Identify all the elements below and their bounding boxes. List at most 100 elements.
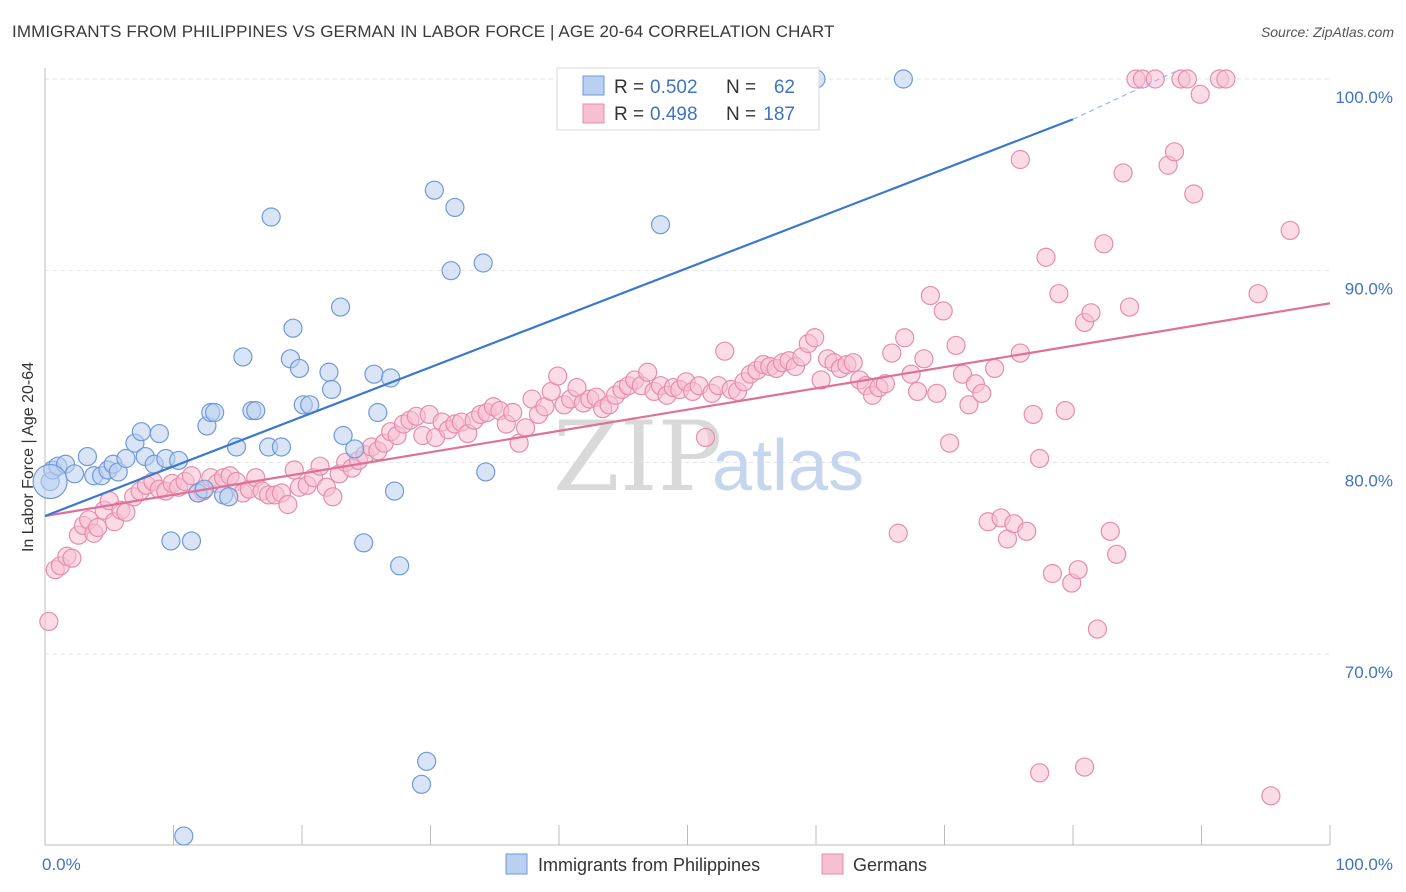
data-point [1184, 184, 1204, 204]
y-tick-label: 90.0% [1345, 280, 1393, 299]
data-point [473, 253, 493, 273]
data-point-large [32, 463, 68, 500]
data-point [330, 297, 351, 317]
data-point [319, 362, 339, 382]
data-point [333, 425, 353, 446]
data-point [1049, 284, 1069, 304]
data-point [226, 437, 247, 457]
data-point [985, 358, 1005, 379]
data-point [283, 318, 303, 338]
legend-r-value-blue: 0.502 [650, 77, 698, 98]
data-point [289, 358, 310, 379]
data-point [368, 402, 388, 423]
data-point [131, 422, 151, 442]
legend-n-value-pink: 187 [763, 104, 795, 125]
data-point [811, 370, 831, 390]
data-point [1081, 303, 1101, 323]
data-point [1177, 69, 1197, 89]
data-point [411, 774, 432, 794]
data-point [261, 207, 281, 227]
philippines-trend-line [44, 118, 1074, 518]
source-note: Source: ZipAtlas.com [1260, 24, 1394, 40]
legend-r-label-blue: R = [614, 77, 644, 98]
bottom-legend-swatch-pink [821, 853, 844, 875]
bottom-legend-germans: Germans [853, 855, 927, 875]
data-point [354, 533, 374, 553]
data-point [205, 402, 225, 423]
chart-title: IMMIGRANTS FROM PHILIPPINES VS GERMAN IN… [12, 22, 835, 41]
trend-lines [44, 70, 1331, 518]
bottom-legend-philippines: Immigrants from Philippines [538, 855, 760, 875]
data-point [1029, 763, 1050, 783]
data-point [384, 481, 405, 501]
data-point [1036, 247, 1056, 267]
legend-r-value-pink: 0.498 [650, 104, 698, 125]
data-point [843, 353, 863, 373]
data-point [927, 383, 947, 403]
data-point [278, 494, 298, 515]
data-point [1023, 404, 1043, 425]
data-point [174, 826, 194, 846]
x-tick-label-min: 0.0% [42, 855, 81, 874]
data-point [417, 751, 437, 771]
y-tick-labels: 70.0% 80.0% 90.0% 100.0% [1335, 88, 1393, 682]
philippines-trend-extension [1072, 70, 1177, 120]
legend: R = 0.502 N = 62 R = 0.498 N = 187 [556, 67, 820, 131]
data-point [638, 362, 658, 382]
data-point [1068, 560, 1088, 580]
data-point [246, 400, 266, 421]
data-point [1087, 619, 1108, 639]
data-point [1017, 521, 1037, 541]
data-point [933, 301, 953, 321]
data-point [895, 328, 915, 348]
data-point [907, 381, 928, 402]
data-point [39, 611, 59, 632]
data-point [1100, 521, 1120, 541]
germans-points [39, 69, 1300, 806]
germans-trend-line [44, 302, 1331, 518]
y-tick-label: 80.0% [1345, 471, 1393, 490]
data-point [88, 517, 108, 538]
data-point [805, 328, 825, 348]
data-point [116, 448, 136, 469]
y-axis-label: In Labor Force | Age 20-64 [20, 362, 37, 552]
bottom-legend: Immigrants from Philippines Germans [505, 853, 927, 875]
data-point [695, 427, 716, 448]
data-point [959, 395, 979, 415]
data-point [1094, 234, 1114, 254]
data-point [424, 180, 444, 200]
watermark-atlas: atlas [712, 426, 864, 506]
data-point [1119, 297, 1140, 317]
watermark: ZIP atlas [553, 401, 864, 513]
data-point [77, 446, 98, 467]
data-point [476, 462, 496, 482]
data-point [62, 548, 82, 568]
data-point [390, 556, 410, 576]
data-point [149, 423, 169, 444]
y-tick-label: 70.0% [1345, 663, 1393, 682]
legend-n-value-blue: 62 [774, 77, 795, 98]
data-point [946, 335, 966, 356]
x-ticks [44, 825, 1331, 845]
y-tick-label: 100.0% [1335, 88, 1393, 107]
data-point [940, 433, 960, 453]
data-point [1074, 757, 1095, 777]
legend-n-label-pink: N = [726, 104, 756, 125]
data-point [1055, 400, 1075, 421]
data-point [715, 341, 735, 361]
legend-r-label-pink: R = [614, 104, 644, 125]
data-point [972, 383, 992, 403]
data-point [914, 349, 934, 369]
data-point [1010, 149, 1030, 170]
data-point [445, 197, 465, 218]
data-point [1248, 284, 1268, 304]
data-point [1280, 220, 1300, 241]
data-point [888, 523, 908, 543]
data-point [503, 402, 523, 423]
data-point [920, 285, 940, 306]
data-point [515, 418, 536, 438]
data-point [181, 466, 202, 486]
data-point [323, 487, 343, 507]
x-tick-label-max: 100.0% [1335, 855, 1393, 874]
